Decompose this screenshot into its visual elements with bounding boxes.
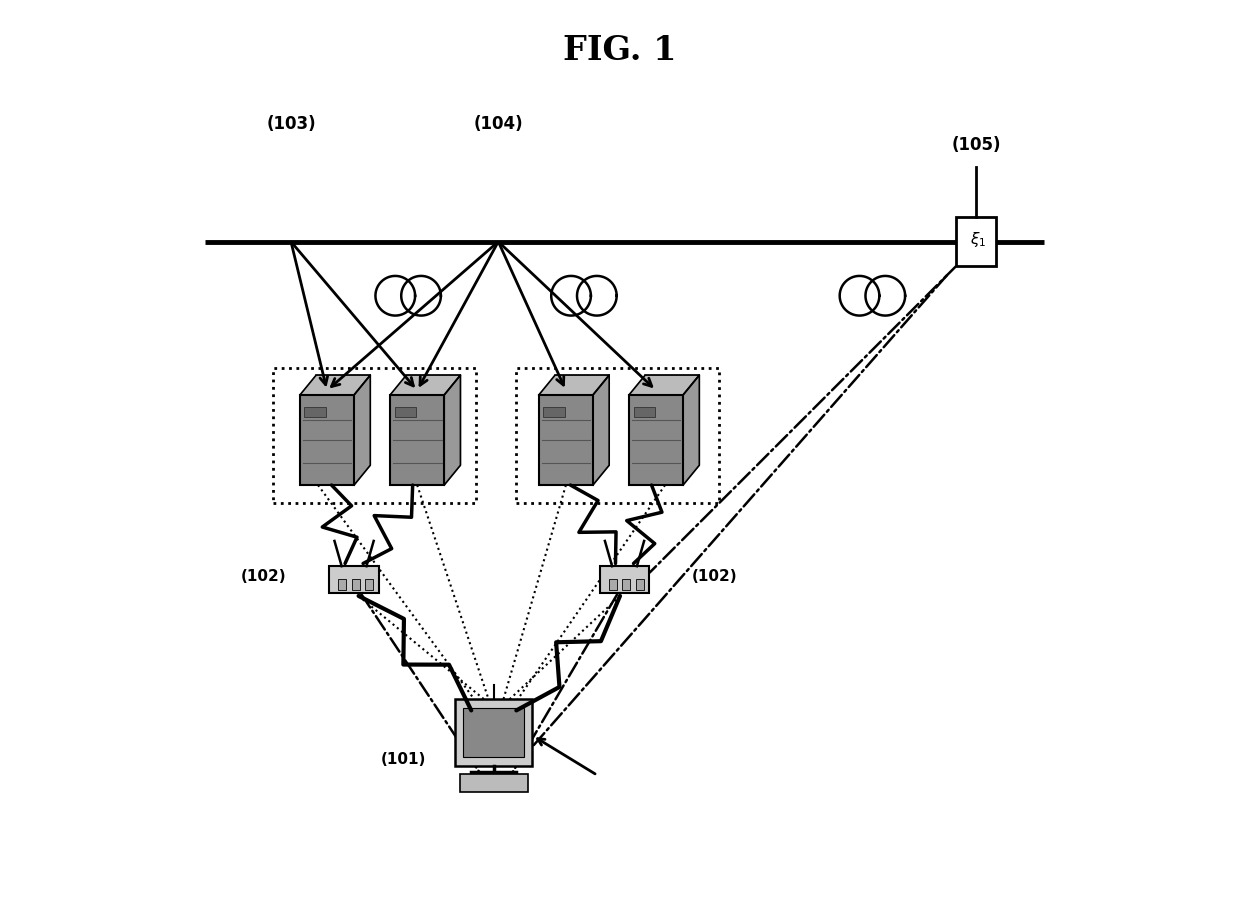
Circle shape <box>376 276 415 316</box>
Bar <box>273 368 476 503</box>
Bar <box>366 579 373 590</box>
Polygon shape <box>355 375 371 485</box>
Bar <box>352 579 360 590</box>
Text: (103): (103) <box>267 115 316 133</box>
Text: (105): (105) <box>951 136 1001 154</box>
Polygon shape <box>539 375 609 395</box>
Polygon shape <box>300 375 371 395</box>
Bar <box>394 406 417 417</box>
Bar <box>629 395 683 485</box>
Bar <box>407 375 460 465</box>
Circle shape <box>402 276 441 316</box>
Bar <box>622 579 630 590</box>
Bar <box>556 375 609 465</box>
Text: (102): (102) <box>241 570 286 584</box>
Bar <box>634 406 655 417</box>
Polygon shape <box>593 375 609 485</box>
Polygon shape <box>629 375 699 395</box>
Polygon shape <box>391 375 460 395</box>
Polygon shape <box>683 375 699 485</box>
Bar <box>460 774 527 792</box>
Text: FIG. 1: FIG. 1 <box>563 34 677 67</box>
Bar <box>330 566 379 593</box>
Bar <box>636 579 644 590</box>
Circle shape <box>552 276 591 316</box>
Bar <box>300 395 355 485</box>
Text: (104): (104) <box>474 115 523 133</box>
Bar <box>455 698 532 766</box>
Bar <box>645 375 699 465</box>
Text: (101): (101) <box>381 753 427 767</box>
Bar <box>956 217 997 267</box>
Text: $\xi_1$: $\xi_1$ <box>970 230 986 249</box>
Bar <box>539 395 593 485</box>
Text: (102): (102) <box>692 570 738 584</box>
Bar <box>339 579 346 590</box>
Bar <box>516 368 719 503</box>
Circle shape <box>577 276 616 316</box>
Bar <box>316 375 371 465</box>
Bar <box>543 406 565 417</box>
Bar <box>305 406 326 417</box>
Bar <box>391 395 444 485</box>
Circle shape <box>839 276 879 316</box>
Bar <box>609 579 616 590</box>
Bar <box>464 708 525 756</box>
Bar <box>600 566 650 593</box>
Polygon shape <box>444 375 460 485</box>
Circle shape <box>866 276 905 316</box>
